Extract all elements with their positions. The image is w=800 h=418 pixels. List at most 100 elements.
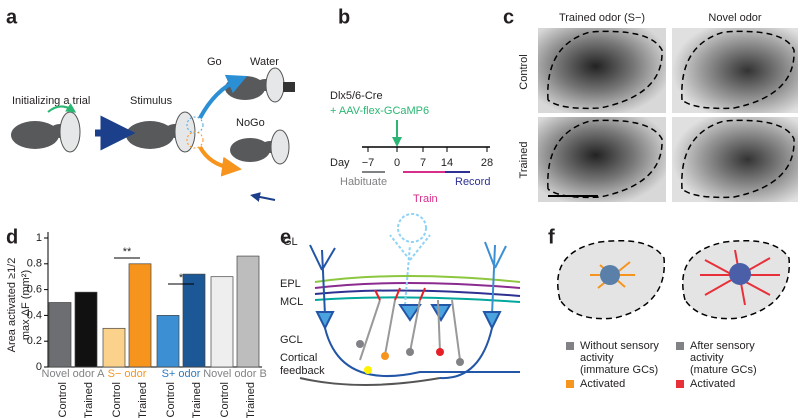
group-label: S− odor xyxy=(108,368,147,380)
circuit-drawing xyxy=(397,213,427,243)
circuit-drawing xyxy=(314,275,521,283)
phase-label: Train xyxy=(413,193,438,205)
granule-cell xyxy=(356,340,464,374)
layer-label: GCL xyxy=(280,334,303,346)
circuit-drawing xyxy=(314,289,521,297)
column-label: Trained odor (S−) xyxy=(559,12,645,24)
bar xyxy=(102,327,126,368)
y-tick-label: 0.8 xyxy=(27,258,42,270)
layer-label: Cortical xyxy=(280,352,317,364)
water-spout xyxy=(283,82,295,92)
panel-a: a Initializing a trial Stimulus or Go Wa… xyxy=(6,6,295,202)
panel-label: a xyxy=(6,6,18,28)
circuit-drawing xyxy=(439,327,493,380)
phase-label: Record xyxy=(455,176,490,188)
y-tick-label: 0 xyxy=(36,361,42,373)
day-tick-label: 28 xyxy=(481,157,493,169)
legend-swatch xyxy=(676,380,684,388)
circuit-drawing xyxy=(314,296,521,303)
panel-e: e GL EPL MCL GCL Cortical feedback xyxy=(280,213,521,386)
panel-label: e xyxy=(280,226,291,248)
y-axis-label: Area activated ≥1/2 xyxy=(6,258,18,353)
panel-b: b Dlx5/6-Cre + AAV-flex-GCaMP6 Day −7 0 7 1… xyxy=(330,6,493,205)
step-label: Stimulus xyxy=(130,95,173,107)
y-tick-label: 0.4 xyxy=(27,309,42,321)
bulb-schematic xyxy=(557,239,790,320)
y-tick-label: 1 xyxy=(36,232,42,244)
port-icon xyxy=(270,129,290,165)
circuit-drawing xyxy=(359,299,461,361)
imaging-image xyxy=(672,117,798,202)
construct: Dlx5/6-Cre xyxy=(330,90,383,102)
x-tick-label: Control xyxy=(219,382,231,417)
go-label: Go xyxy=(207,56,222,68)
layer-label: GL xyxy=(283,236,298,248)
granule-cell xyxy=(356,340,364,348)
circuit-drawing xyxy=(484,241,507,316)
arrow xyxy=(47,103,77,113)
port-icon xyxy=(59,111,81,153)
panel-c: c Trained odor (S−) Novel odor Control T… xyxy=(503,6,798,202)
imaging-image xyxy=(547,30,663,110)
x-tick-label: Control xyxy=(165,382,177,417)
legend-label: activity xyxy=(690,352,724,364)
circuit-drawing xyxy=(374,287,426,301)
water-label: Water xyxy=(250,56,279,68)
legend-swatch xyxy=(676,342,684,350)
construct: + AAV-flex-GCaMP6 xyxy=(330,105,429,117)
mouse-icon xyxy=(11,121,59,149)
layer-label: feedback xyxy=(280,365,325,377)
x-tick-label: Trained xyxy=(137,382,149,418)
legend-label: Activated xyxy=(580,378,625,390)
circuit-drawing xyxy=(299,213,521,386)
layer-label: EPL xyxy=(280,278,301,290)
imaging-image xyxy=(681,119,795,199)
arrow xyxy=(198,74,248,119)
panel-label: c xyxy=(503,6,514,28)
odor-icon xyxy=(186,116,204,134)
legend-label: Without sensory xyxy=(580,340,659,352)
x-tick-label: Trained xyxy=(191,382,203,418)
significance-label: ** xyxy=(123,246,132,258)
mouse-icon xyxy=(230,138,270,162)
panel-label: f xyxy=(548,226,555,248)
panel-b: −7 0 7 14 28 xyxy=(362,147,493,169)
x-tick-label: Control xyxy=(57,382,69,417)
imaging-image xyxy=(538,28,666,113)
legend-label: activity xyxy=(580,352,614,364)
day-tick-label: −7 xyxy=(362,157,375,169)
arrow xyxy=(250,192,276,202)
circuit-drawing xyxy=(309,244,336,316)
column-label: Novel odor xyxy=(708,12,762,24)
port-icon xyxy=(174,111,196,153)
step-label: Initializing a trial xyxy=(12,95,90,107)
port-icon xyxy=(59,67,290,165)
imaging-image xyxy=(547,119,663,199)
y-axis-label: max ΔF (mm²) xyxy=(20,270,32,340)
bar xyxy=(128,263,152,368)
circuit-drawing xyxy=(314,282,521,289)
bulb-schematic xyxy=(729,263,751,285)
granule-cell xyxy=(456,358,464,366)
granule-cell xyxy=(364,366,372,374)
granule-cell xyxy=(381,352,389,360)
bar xyxy=(182,273,206,368)
group-label: S+ odor xyxy=(162,368,201,380)
y-tick-label: 0.2 xyxy=(27,335,42,347)
x-tick-label: Control xyxy=(111,382,123,417)
imaging-image xyxy=(681,30,795,110)
circuit-drawing xyxy=(315,304,502,331)
y-tick-label: 0.6 xyxy=(27,284,42,296)
imaging-image xyxy=(672,28,798,113)
legend-label: (immature GCs) xyxy=(580,364,658,376)
legend-label: After sensory xyxy=(690,340,755,352)
bar xyxy=(156,315,180,368)
legend-swatch xyxy=(566,380,574,388)
arrow xyxy=(198,145,242,177)
legend-swatch xyxy=(566,342,574,350)
legend-label: (mature GCs) xyxy=(690,364,757,376)
port-icon xyxy=(265,67,285,103)
odor-icon xyxy=(186,131,204,149)
